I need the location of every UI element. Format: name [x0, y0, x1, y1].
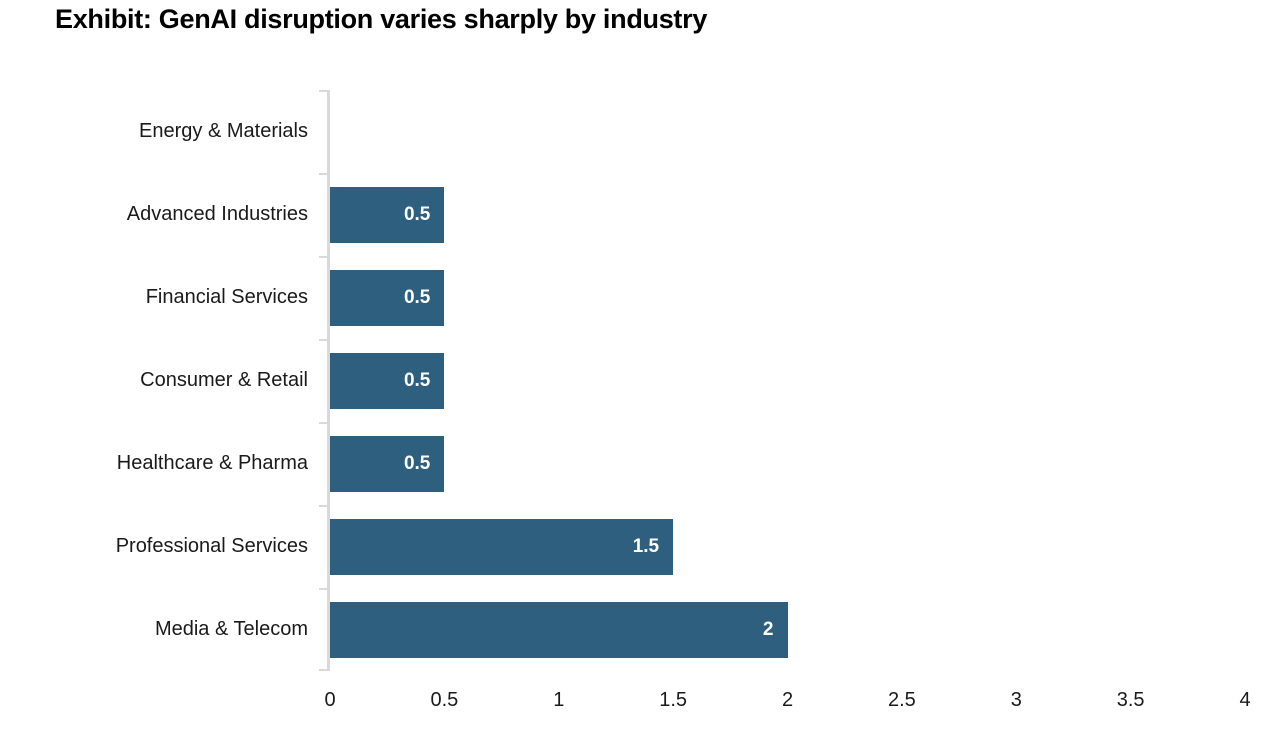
bar: 2 — [330, 601, 788, 658]
chart-row: Media & Telecom 2 — [0, 588, 1245, 671]
x-axis-tick-label: 1.5 — [659, 689, 688, 711]
chart-row: Financial Services 0.5 — [0, 256, 1245, 339]
chart-row: Healthcare & Pharma 0.5 — [0, 422, 1245, 505]
y-axis-tick — [319, 588, 330, 590]
bar-value-label: 1.5 — [632, 535, 660, 557]
bar: 0.5 — [330, 352, 445, 409]
bar-track — [330, 90, 1245, 173]
chart-row: Energy & Materials — [0, 90, 1245, 173]
category-label: Advanced Industries — [126, 203, 308, 225]
bar-value-label: 0.5 — [403, 203, 431, 225]
x-axis-tick-label: 3 — [1010, 689, 1022, 711]
chart-row: Advanced Industries 0.5 — [0, 173, 1245, 256]
y-axis-tick — [319, 669, 330, 671]
chart-row: Professional Services 1.5 — [0, 505, 1245, 588]
category-label: Energy & Materials — [139, 120, 308, 142]
category-label: Professional Services — [115, 535, 308, 557]
bar-value-label: 0.5 — [403, 369, 431, 391]
y-axis-tick — [319, 172, 330, 175]
bar-track: 1.5 — [330, 505, 1245, 588]
bar-track: 0.5 — [330, 256, 1245, 339]
chart-rows: Energy & Materials Advanced Industries 0.5… — [0, 90, 1245, 671]
bar: 1.5 — [330, 518, 674, 575]
bar-track: 0.5 — [330, 173, 1245, 256]
x-axis-tick-label: 2 — [781, 689, 794, 711]
x-axis-tick-label: 3.5 — [1116, 689, 1145, 711]
bar-value-label: 2 — [762, 618, 774, 640]
category-label: Consumer & Retail — [140, 369, 308, 391]
y-axis-line — [319, 90, 330, 671]
x-axis-tick-label: 0 — [324, 689, 336, 711]
category-label: Financial Services — [145, 286, 308, 308]
x-axis-tick-label: 2.5 — [887, 689, 916, 711]
x-axis-tick-label: 4 — [1239, 689, 1251, 711]
category-label: Healthcare & Pharma — [116, 452, 308, 474]
bar-chart: Energy & Materials Advanced Industries 0.5… — [0, 90, 1251, 719]
bar-track: 2 — [330, 588, 1245, 671]
bar-track: 0.5 — [330, 339, 1245, 422]
bar-value-label: 0.5 — [403, 452, 431, 474]
y-axis-tick — [319, 505, 330, 507]
y-axis-tick — [319, 90, 330, 92]
bar: 0.5 — [330, 186, 445, 243]
bar: 0.5 — [330, 435, 445, 492]
y-axis-tick — [319, 339, 330, 341]
y-axis-tick — [319, 255, 330, 258]
category-label: Media & Telecom — [154, 618, 308, 640]
y-axis-tick — [319, 421, 330, 424]
bar-value-label: 0.5 — [403, 286, 431, 308]
bar-track: 0.5 — [330, 422, 1245, 505]
x-axis: 0 0.5 1 1.5 2 2.5 3 3.5 4 — [324, 689, 1250, 719]
x-axis-tick-label: 0.5 — [430, 689, 459, 711]
chart-row: Consumer & Retail 0.5 — [0, 339, 1245, 422]
bar: 0.5 — [330, 269, 445, 326]
chart-title: Exhibit: GenAI disruption varies sharply… — [55, 4, 708, 34]
x-axis-tick-label: 1 — [553, 689, 565, 711]
